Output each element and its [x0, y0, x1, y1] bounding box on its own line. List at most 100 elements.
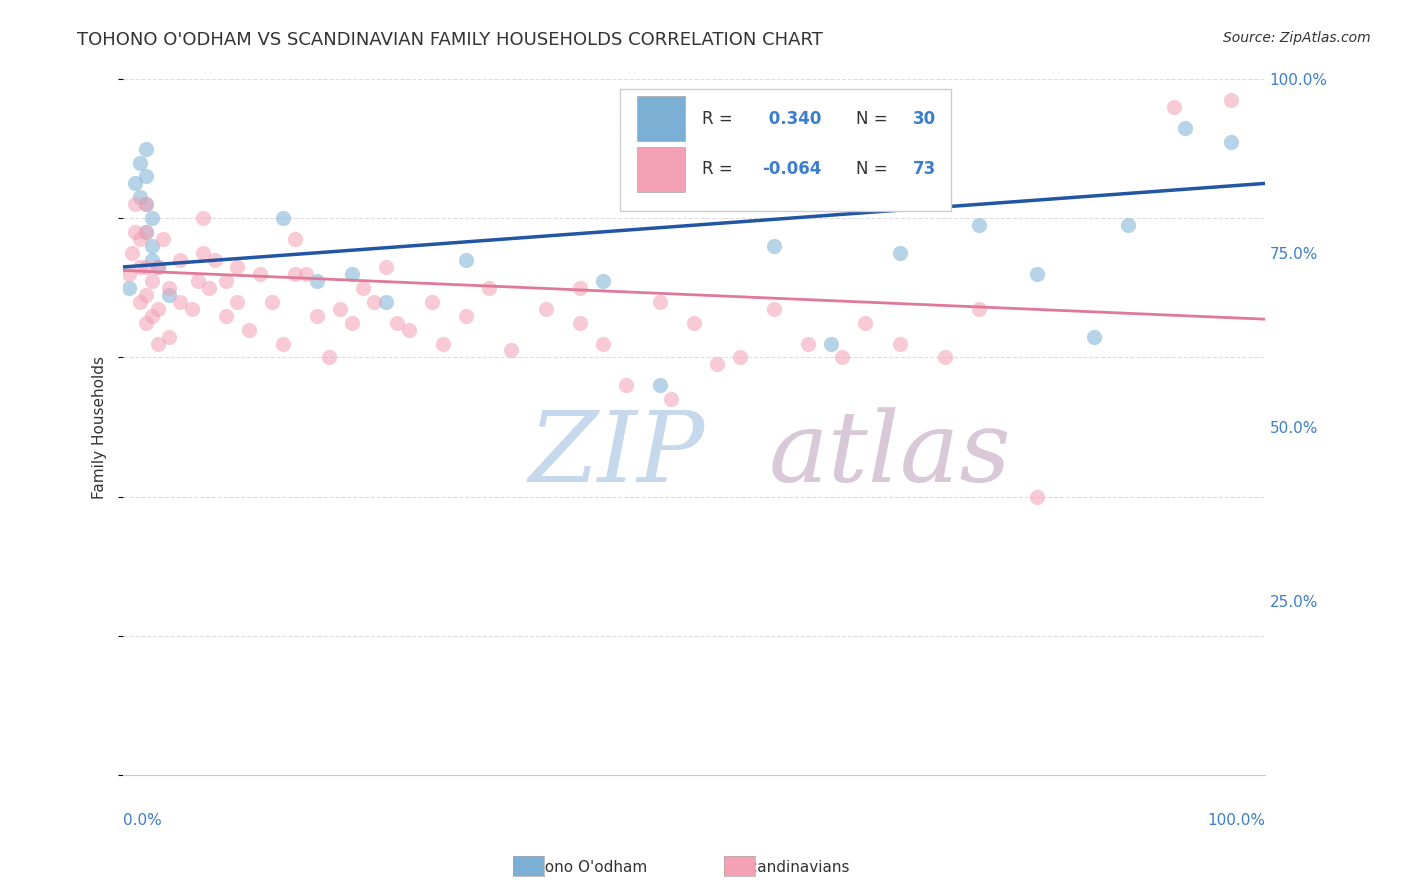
Point [129, 232, 152, 246]
Point [340, 316, 363, 330]
Point [1219, 93, 1241, 107]
Point [352, 281, 374, 295]
Point [129, 294, 152, 309]
Point [889, 336, 911, 351]
Point [215, 309, 238, 323]
Point [135, 287, 157, 301]
Point [141, 252, 163, 267]
Point [592, 336, 614, 351]
Text: -0.064: -0.064 [762, 161, 823, 178]
Point [260, 294, 283, 309]
Point [204, 252, 226, 267]
Point [1025, 490, 1047, 504]
Point [889, 246, 911, 260]
Point [146, 301, 169, 316]
Point [135, 197, 157, 211]
Text: TOHONO O'ODHAM VS SCANDINAVIAN FAMILY HOUSEHOLDS CORRELATION CHART: TOHONO O'ODHAM VS SCANDINAVIAN FAMILY HO… [77, 31, 823, 49]
FancyBboxPatch shape [637, 147, 685, 192]
Point [146, 260, 169, 274]
Point [659, 392, 682, 407]
Point [374, 260, 396, 274]
Point [169, 252, 191, 267]
Point [1025, 267, 1047, 281]
Point [146, 260, 169, 274]
Point [141, 274, 163, 288]
Point [295, 267, 318, 281]
Point [1083, 329, 1105, 343]
Point [534, 301, 557, 316]
Point [193, 246, 215, 260]
Point [683, 316, 706, 330]
Point [432, 336, 454, 351]
Point [135, 225, 157, 239]
Point [129, 190, 152, 204]
Point [135, 260, 157, 274]
Text: atlas: atlas [768, 408, 1011, 502]
Point [820, 336, 842, 351]
Text: N =: N = [856, 110, 893, 128]
Point [762, 239, 785, 253]
Point [124, 225, 146, 239]
Point [387, 316, 409, 330]
Point [271, 211, 294, 226]
Point [118, 267, 141, 281]
Text: 73: 73 [914, 161, 936, 178]
Point [186, 274, 208, 288]
Point [340, 267, 363, 281]
Point [135, 197, 157, 211]
Point [1219, 135, 1241, 149]
Text: R =: R = [702, 161, 738, 178]
Point [124, 197, 146, 211]
Point [169, 294, 191, 309]
Point [135, 225, 157, 239]
Point [146, 336, 169, 351]
Point [318, 351, 340, 365]
Point [129, 155, 152, 169]
Point [398, 323, 420, 337]
Point [420, 294, 443, 309]
Point [283, 232, 305, 246]
Point [501, 343, 523, 358]
Point [762, 301, 785, 316]
Point [831, 351, 853, 365]
Point [141, 211, 163, 226]
Point [706, 358, 728, 372]
Point [329, 301, 352, 316]
Text: 0.0%: 0.0% [124, 814, 162, 829]
Point [728, 351, 751, 365]
Text: Tohono O'odham: Tohono O'odham [519, 860, 648, 874]
Point [969, 218, 991, 232]
Point [141, 309, 163, 323]
Point [141, 239, 163, 253]
Point [307, 309, 329, 323]
Point [568, 316, 591, 330]
Point [934, 351, 956, 365]
Point [307, 274, 329, 288]
Point [706, 190, 728, 204]
Point [215, 274, 238, 288]
Text: 30: 30 [914, 110, 936, 128]
Point [648, 294, 671, 309]
Point [226, 260, 249, 274]
Text: ZIP: ZIP [529, 408, 704, 502]
Point [249, 267, 271, 281]
Point [454, 309, 477, 323]
Point [797, 336, 820, 351]
Point [648, 378, 671, 392]
Point [238, 323, 260, 337]
FancyBboxPatch shape [637, 96, 685, 141]
Point [121, 246, 143, 260]
Point [129, 260, 152, 274]
Point [135, 316, 157, 330]
Point [226, 294, 249, 309]
Y-axis label: Family Households: Family Households [93, 356, 107, 499]
Text: 0.340: 0.340 [762, 110, 821, 128]
Point [118, 281, 141, 295]
Text: 100.0%: 100.0% [1206, 814, 1265, 829]
Point [152, 232, 174, 246]
Point [1163, 100, 1185, 114]
Point [568, 281, 591, 295]
Point [374, 294, 396, 309]
Point [853, 316, 876, 330]
Point [135, 142, 157, 156]
